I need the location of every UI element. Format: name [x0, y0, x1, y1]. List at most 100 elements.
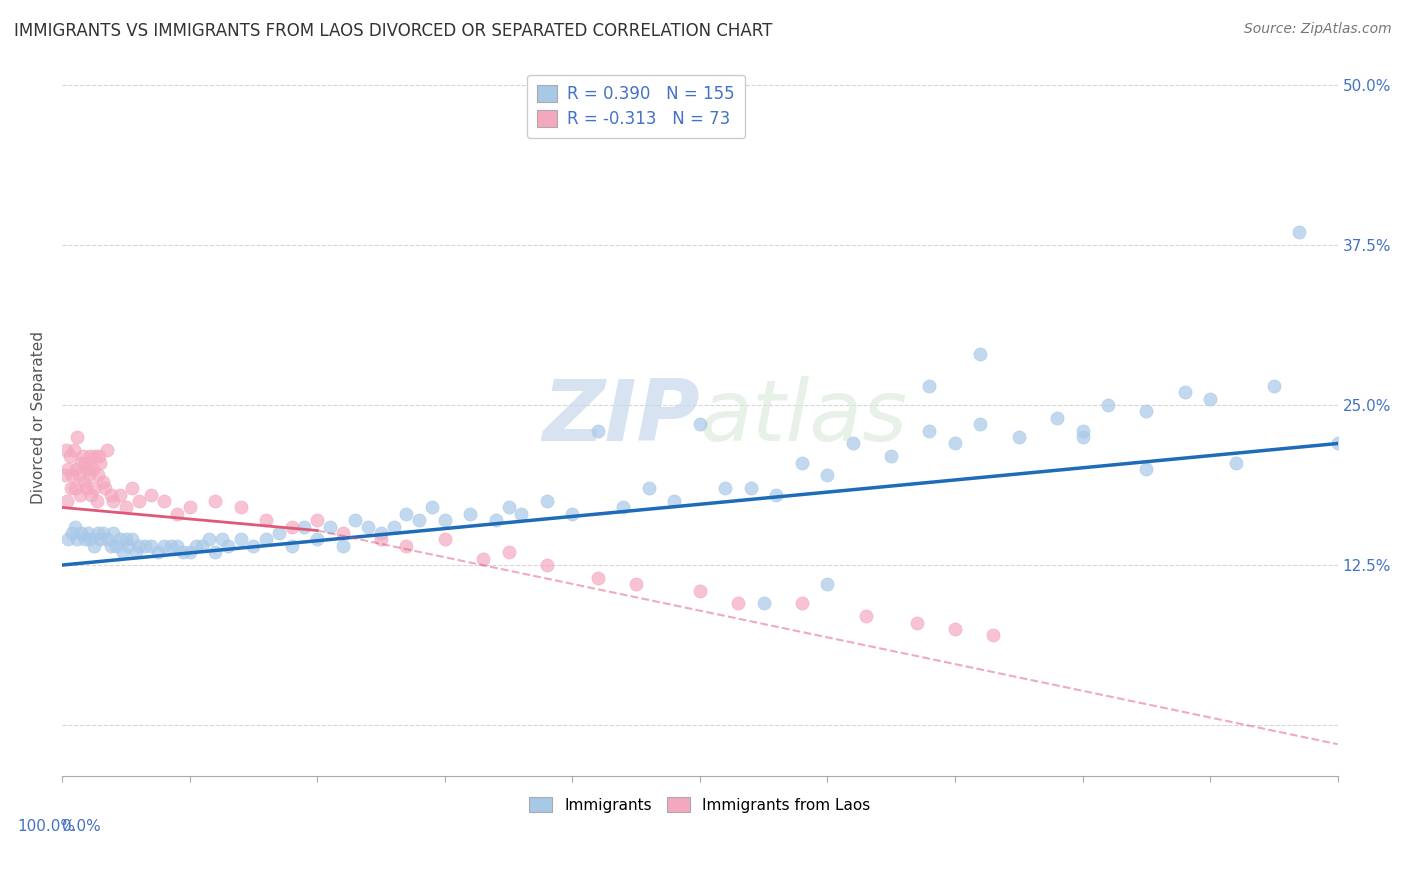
- Point: [1225, 456, 1247, 470]
- Text: 100.0%: 100.0%: [17, 819, 75, 834]
- Point: [60, 481, 83, 495]
- Point: [307, 513, 329, 527]
- Point: [624, 577, 647, 591]
- Point: [714, 481, 737, 495]
- Point: [91, 526, 114, 541]
- Point: [229, 500, 252, 515]
- Point: [96, 533, 118, 547]
- Point: [84, 450, 107, 464]
- Point: [76, 462, 98, 476]
- Point: [790, 456, 813, 470]
- Point: [59, 450, 82, 464]
- Legend: Immigrants, Immigrants from Laos: Immigrants, Immigrants from Laos: [523, 790, 877, 819]
- Point: [75, 533, 97, 547]
- Point: [141, 539, 163, 553]
- Point: [62, 442, 84, 457]
- Point: [1097, 398, 1119, 412]
- Point: [179, 545, 201, 559]
- Y-axis label: Divorced or Separated: Divorced or Separated: [31, 332, 46, 504]
- Point: [125, 545, 148, 559]
- Point: [108, 488, 131, 502]
- Point: [498, 500, 520, 515]
- Point: [76, 526, 98, 541]
- Point: [485, 513, 508, 527]
- Point: [108, 533, 131, 547]
- Text: ZIP: ZIP: [543, 376, 700, 459]
- Point: [91, 475, 114, 489]
- Point: [395, 539, 418, 553]
- Point: [115, 533, 138, 547]
- Point: [561, 507, 583, 521]
- Point: [73, 475, 96, 489]
- Point: [319, 519, 342, 533]
- Point: [498, 545, 520, 559]
- Point: [357, 519, 380, 533]
- Point: [159, 539, 181, 553]
- Point: [179, 500, 201, 515]
- Point: [790, 597, 813, 611]
- Point: [82, 462, 104, 476]
- Point: [69, 488, 91, 502]
- Point: [943, 622, 966, 636]
- Point: [689, 417, 711, 432]
- Point: [1071, 430, 1094, 444]
- Point: [211, 533, 233, 547]
- Point: [229, 533, 252, 547]
- Point: [204, 545, 226, 559]
- Point: [60, 468, 83, 483]
- Point: [280, 519, 302, 533]
- Point: [66, 430, 89, 444]
- Point: [60, 526, 83, 541]
- Point: [75, 456, 97, 470]
- Point: [637, 481, 659, 495]
- Point: [77, 468, 100, 483]
- Text: atlas: atlas: [700, 376, 908, 459]
- Point: [184, 539, 207, 553]
- Point: [217, 539, 239, 553]
- Point: [536, 494, 558, 508]
- Point: [128, 494, 150, 508]
- Point: [510, 507, 533, 521]
- Point: [63, 519, 86, 533]
- Point: [370, 526, 392, 541]
- Point: [1008, 430, 1031, 444]
- Point: [87, 450, 110, 464]
- Point: [166, 539, 188, 553]
- Point: [395, 507, 418, 521]
- Point: [1199, 392, 1222, 406]
- Point: [89, 533, 111, 547]
- Point: [101, 526, 124, 541]
- Point: [117, 539, 139, 553]
- Point: [104, 539, 127, 553]
- Point: [536, 558, 558, 572]
- Point: [969, 417, 991, 432]
- Point: [1046, 410, 1069, 425]
- Point: [280, 539, 302, 553]
- Point: [740, 481, 762, 495]
- Point: [458, 507, 481, 521]
- Point: [981, 628, 1004, 642]
- Point: [70, 526, 93, 541]
- Point: [134, 539, 156, 553]
- Point: [191, 539, 214, 553]
- Point: [689, 583, 711, 598]
- Point: [80, 488, 103, 502]
- Point: [115, 500, 138, 515]
- Point: [1174, 385, 1197, 400]
- Point: [87, 468, 110, 483]
- Point: [752, 597, 775, 611]
- Point: [70, 456, 93, 470]
- Point: [664, 494, 686, 508]
- Point: [83, 481, 105, 495]
- Point: [100, 539, 122, 553]
- Point: [905, 615, 928, 630]
- Point: [146, 545, 169, 559]
- Point: [63, 481, 86, 495]
- Point: [586, 571, 609, 585]
- Point: [969, 347, 991, 361]
- Point: [86, 494, 108, 508]
- Point: [242, 539, 264, 553]
- Point: [100, 488, 122, 502]
- Point: [1288, 225, 1310, 239]
- Point: [153, 539, 176, 553]
